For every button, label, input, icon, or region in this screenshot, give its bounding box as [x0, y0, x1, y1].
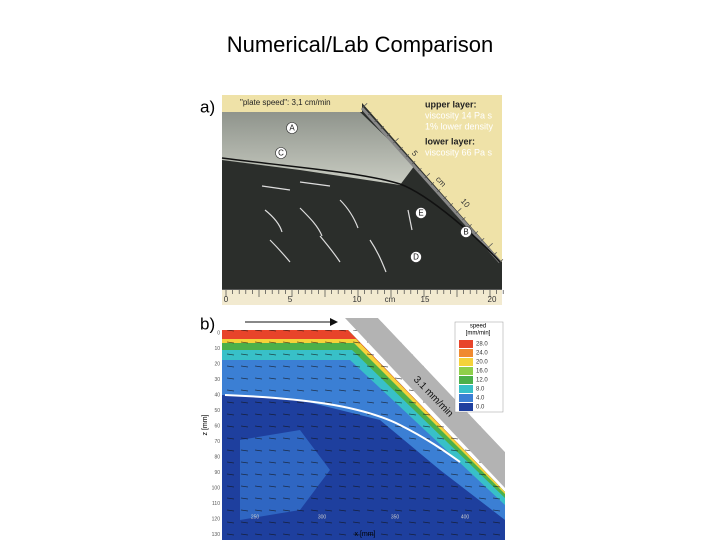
marker-label: A [289, 124, 295, 133]
panel-label: b) [200, 314, 215, 333]
ruler-tick [499, 259, 504, 263]
upper-layer [222, 112, 415, 185]
y-tick-label: 80 [214, 454, 220, 460]
colorbar-swatch [459, 385, 473, 393]
ruler-label: 15 [421, 295, 430, 304]
ruler-tick [455, 208, 462, 214]
x-tick-label: 400 [461, 514, 470, 520]
slide-title: Numerical/Lab Comparison [227, 32, 494, 57]
colorbar-title: speed [470, 324, 486, 330]
panel-a [221, 95, 502, 305]
colorbar-swatch [459, 367, 473, 375]
trajectories [261, 181, 413, 273]
motion-arrow-head [330, 318, 338, 326]
ruler-tick [430, 182, 435, 186]
y-tick-label: 110 [212, 501, 220, 507]
marker-circle [460, 226, 472, 238]
streamline [224, 394, 461, 463]
y-tick-label: 60 [214, 423, 220, 429]
y-tick-label: 50 [214, 408, 220, 414]
plate [345, 318, 505, 488]
colorbar-label: 8.0 [476, 387, 485, 393]
diagonal-scale-label: 5 [410, 149, 420, 159]
panel-label: a) [200, 97, 215, 116]
ruler-tick [374, 119, 378, 123]
colorbar-label: 4.0 [476, 396, 485, 402]
marker-circle [286, 122, 298, 134]
ruler-label: cm [385, 295, 396, 304]
marker-label: B [463, 228, 468, 237]
marker-label: C [278, 149, 284, 158]
ruler-tick [361, 103, 368, 109]
x-tick-label: 350 [391, 514, 400, 520]
ruler-tick [487, 243, 493, 249]
colorbar-swatch [459, 376, 473, 384]
y-tick-label: 30 [214, 377, 220, 383]
ruler-tick [443, 196, 447, 200]
x-axis-label: x [mm] [355, 531, 376, 538]
legend-text: viscosity 66 Pa s [425, 147, 493, 157]
interface [221, 157, 501, 263]
ruler-tick [474, 231, 479, 235]
ruler-tick [449, 203, 454, 207]
colorbar-swatch [459, 358, 473, 366]
ruler-tick [386, 133, 391, 137]
colorbar-label: 12.0 [476, 378, 488, 384]
y-tick-label: 120 [212, 516, 221, 522]
y-tick-label: 40 [214, 392, 220, 398]
ruler-tick [411, 161, 416, 165]
y-tick-label: 70 [214, 439, 220, 445]
legend-text: lower layer: [425, 136, 475, 146]
ruler-tick [437, 189, 441, 193]
colorbar-swatch [459, 340, 473, 348]
legend-text: 1% lower density [425, 121, 494, 131]
ruler-tick [493, 252, 497, 256]
caption-strip [222, 95, 362, 112]
y-tick-label: 10 [214, 346, 220, 352]
colorbar-label: 0.0 [476, 405, 485, 411]
ruler-label: 5 [288, 295, 293, 304]
ruler-tick [418, 168, 422, 172]
marker-label: E [418, 209, 423, 218]
ruler-label: 20 [488, 295, 497, 304]
legend-text: upper layer: [425, 99, 477, 109]
colorbar-label: 28.0 [476, 342, 488, 348]
ruler-tick [368, 112, 372, 116]
x-tick-label: 300 [318, 514, 327, 520]
colorbar-unit: [mm/min] [466, 331, 491, 337]
marker-circle [410, 251, 422, 263]
y-axis-label: z [mm] [202, 414, 209, 435]
x-tick-label: 250 [251, 514, 260, 520]
marker-circle [275, 147, 287, 159]
plate-speed: "plate speed": 3,1 cm/min [240, 98, 331, 107]
ruler-tick [399, 147, 403, 151]
y-tick-label: 0 [217, 330, 220, 336]
ruler-label: 0 [224, 295, 229, 304]
y-tick-label: 20 [214, 361, 220, 367]
colorbar-label: 16.0 [476, 369, 488, 375]
panel-b [222, 318, 505, 540]
y-tick-label: 90 [214, 470, 220, 476]
ruler-tick [462, 217, 466, 221]
ruler-tick [405, 154, 410, 158]
colorbar-label: 24.0 [476, 351, 488, 357]
colorbar-label: 20.0 [476, 360, 488, 366]
ruler-tick [468, 224, 472, 228]
plate-area [355, 95, 502, 262]
y-tick-label: 130 [212, 532, 221, 538]
colorbar-swatch [459, 403, 473, 411]
y-tick-label: 100 [212, 485, 221, 491]
marker-label: D [413, 253, 419, 262]
legend-text: viscosity 14 Pa s [425, 110, 493, 120]
ruler-tick [424, 173, 431, 179]
ruler-label: 10 [353, 295, 362, 304]
ruler-tick [393, 138, 399, 144]
ruler-tick [480, 238, 485, 242]
colorbar-swatch [459, 349, 473, 357]
colorbar-swatch [459, 394, 473, 402]
ruler-tick [380, 126, 385, 130]
marker-circle [415, 207, 427, 219]
ruler [222, 290, 502, 305]
